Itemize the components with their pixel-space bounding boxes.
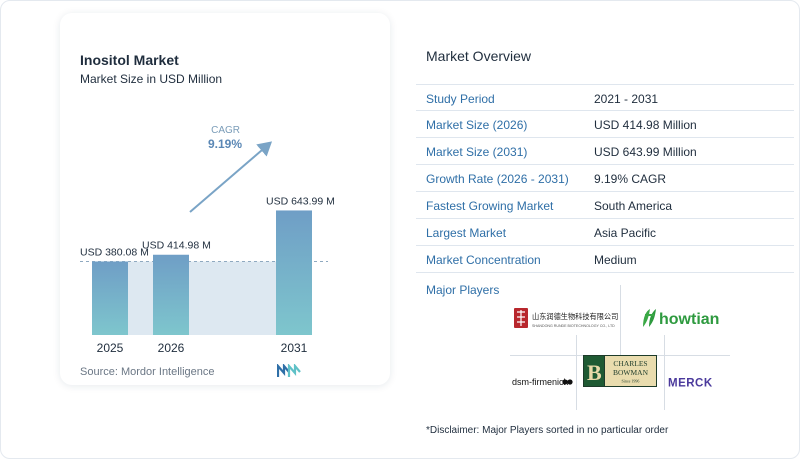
category-label: 2026	[158, 341, 185, 355]
logo-merck: MERCK	[668, 375, 724, 390]
overview-row-label: Market Size (2031)	[426, 145, 528, 159]
svg-text:MERCK: MERCK	[668, 378, 713, 390]
cagr-value: 9.19%	[208, 137, 242, 151]
svg-text:BOWMAN: BOWMAN	[613, 368, 649, 377]
logo-charles-bowman: B CHARLES BOWMAN Since 1996	[583, 355, 657, 387]
players-title: Major Players	[426, 283, 500, 297]
cagr-arrow	[189, 141, 273, 213]
value-label: USD 643.99 M	[266, 195, 335, 207]
reference-band	[92, 261, 312, 335]
overview-row-label: Largest Market	[426, 226, 507, 240]
overview-row-label: Market Concentration	[426, 253, 541, 267]
svg-text:dsm-firmenich: dsm-firmenich	[512, 377, 569, 387]
logo-shandong-text: 山东润德生物科技有限公司	[532, 312, 618, 321]
source-label: Source:	[80, 366, 118, 378]
overview-row: Market Size (2031) USD 643.99 Million	[416, 138, 794, 165]
overview-row-value: Medium	[594, 253, 637, 267]
svg-text:Since 1996: Since 1996	[622, 379, 640, 384]
overview-row-value: 2021 - 2031	[594, 92, 659, 106]
overview-table: Study Period 2021 - 2031 Market Size (2026…	[416, 84, 794, 273]
chart-subtitle: Market Size in USD Million	[80, 72, 223, 86]
grid-divider	[664, 335, 665, 410]
chart-card: USD 380.08 M USD 414.98 M USD 643.99 M 2025…	[60, 13, 390, 385]
overview-row: Fastest Growing Market South America	[416, 192, 794, 219]
overview-row: Market Concentration Medium	[416, 246, 794, 273]
source-line: Source: Mordor Intelligence	[80, 366, 215, 378]
overview-row-label: Study Period	[426, 92, 495, 106]
category-label: 2031	[281, 341, 308, 355]
grid-divider	[620, 285, 621, 355]
logo-howtian: howtian	[640, 303, 724, 333]
players-grid: 山东润德生物科技有限公司 SHANDONG RUNDE BIOTECHNOLOG…	[500, 285, 740, 410]
overview-row: Largest Market Asia Pacific	[416, 219, 794, 246]
svg-text:B: B	[587, 360, 602, 385]
overview-row-value: USD 414.98 Million	[594, 118, 697, 132]
overview-row: Growth Rate (2026 - 2031) 9.19% CAGR	[416, 165, 794, 192]
bar-2025	[92, 261, 128, 335]
bar-2026	[153, 254, 189, 335]
overview-row-label: Fastest Growing Market	[426, 199, 554, 213]
overview-row: Study Period 2021 - 2031	[416, 84, 794, 111]
grid-divider	[576, 335, 577, 410]
logo-shandong-subtext: SHANDONG RUNDE BIOTECHNOLOGY CO., LTD	[532, 324, 615, 328]
overview-row-value: Asia Pacific	[594, 226, 657, 240]
chart-title: Inositol Market	[80, 52, 179, 68]
value-label: USD 414.98 M	[142, 240, 211, 252]
source-name: Mordor Intelligence	[120, 366, 215, 378]
cagr-label: CAGR	[211, 125, 240, 136]
category-label: 2025	[97, 341, 124, 355]
overview-title: Market Overview	[426, 48, 532, 64]
logo-dsm-firmenich: dsm-firmenich	[512, 375, 574, 389]
overview-row-value: 9.19% CAGR	[594, 172, 667, 186]
svg-text:howtian: howtian	[659, 311, 719, 328]
svg-text:CHARLES: CHARLES	[613, 359, 647, 368]
overview-row-value: South America	[594, 199, 673, 213]
overview-row-label: Growth Rate (2026 - 2031)	[426, 172, 569, 186]
logo-shandong-runde: 山东润德生物科技有限公司 SHANDONG RUNDE BIOTECHNOLOG…	[514, 306, 624, 332]
disclaimer: *Disclaimer: Major Players sorted in no …	[426, 425, 669, 436]
value-label: USD 380.08 M	[80, 246, 149, 258]
overview-row-value: USD 643.99 Million	[594, 145, 697, 159]
mordor-logo-icon	[277, 364, 301, 377]
bar-2031	[276, 210, 312, 335]
overview-row-label: Market Size (2026)	[426, 118, 528, 132]
overview-row: Market Size (2026) USD 414.98 Million	[416, 111, 794, 138]
leaf-icon	[643, 309, 656, 327]
